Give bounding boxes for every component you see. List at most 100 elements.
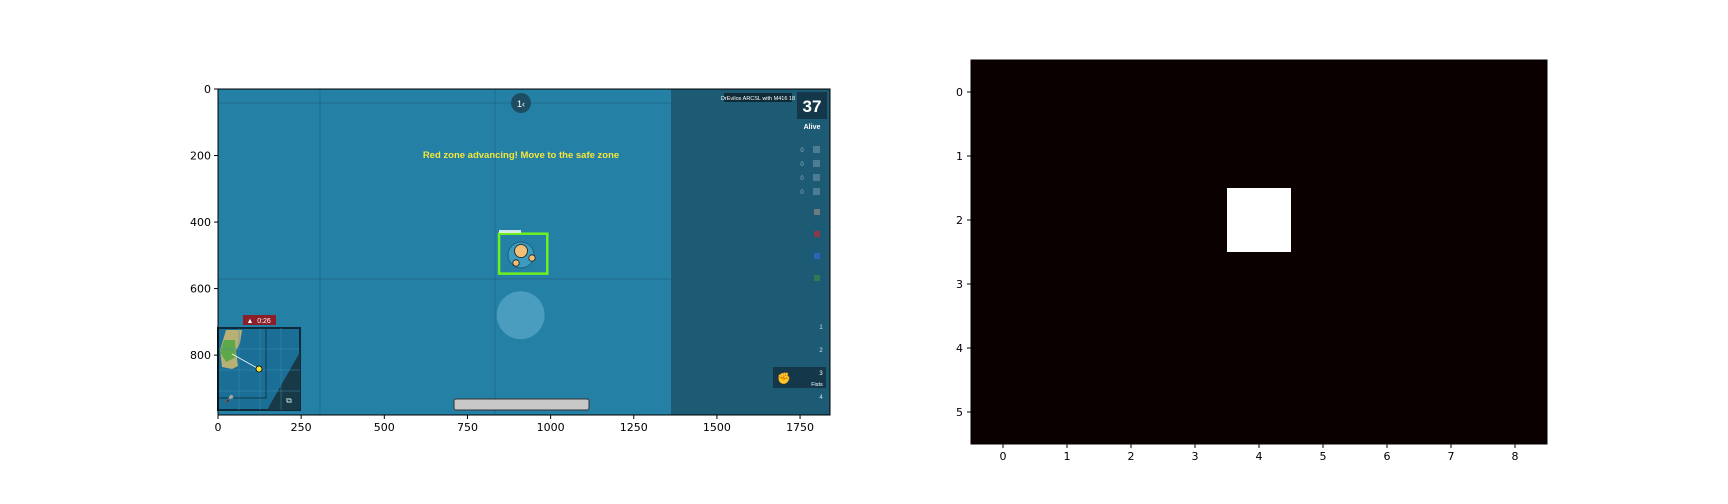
- heatmap-cell: [1355, 188, 1420, 253]
- resource-count: 0: [800, 190, 804, 196]
- fist-icon: ✊: [777, 372, 791, 385]
- heatmap-cell: [1355, 252, 1420, 317]
- screenshot-right-hud-panel: [671, 89, 830, 415]
- right-x-tick-label: 2: [1128, 450, 1135, 463]
- right-x-axis: 0 1 2 3 4 5 6 7 8: [1000, 444, 1519, 463]
- heatmap-cell: [1099, 252, 1164, 317]
- heatmap-cell: [1355, 380, 1420, 445]
- heatmap-cell: [1099, 380, 1164, 445]
- heatmap-cell: [1227, 188, 1292, 253]
- heatmap-cell: [1099, 60, 1164, 125]
- left-x-tick-label: 500: [374, 421, 395, 434]
- heatmap-cell: [971, 60, 1036, 125]
- heatmap-cell: [1483, 380, 1548, 445]
- left-x-tick-label: 750: [457, 421, 478, 434]
- heatmap-cell: [1163, 188, 1228, 253]
- left-y-tick-label: 0: [204, 83, 211, 96]
- right-x-tick-label: 0: [1000, 450, 1007, 463]
- zone-warning-banner: Red zone advancing! Move to the safe zon…: [423, 150, 619, 161]
- heatmap-cell: [1355, 316, 1420, 381]
- heatmap-cell: [1291, 188, 1356, 253]
- player-right-hand: [528, 254, 536, 262]
- left-y-tick-label: 600: [190, 283, 211, 296]
- left-x-tick-label: 0: [215, 421, 222, 434]
- heatmap-panel: [971, 60, 1548, 445]
- right-y-axis: 0 1 2 3 4 5: [956, 86, 971, 419]
- heatmap-cell: [1419, 188, 1484, 253]
- slot-number: 2: [819, 348, 823, 354]
- wood-resource-icon: [813, 146, 820, 153]
- heatmap-cell: [1483, 124, 1548, 189]
- player-body: [514, 244, 528, 258]
- heatmap-cell: [1035, 380, 1100, 445]
- heatmap-cell: [1483, 188, 1548, 253]
- weapon-mode-label: Fists: [811, 382, 823, 388]
- heatmap-cell: [1291, 124, 1356, 189]
- heatmap-cell: [1419, 124, 1484, 189]
- zone-timer-text: 0:26: [257, 318, 271, 325]
- heatmap-cell: [1419, 316, 1484, 381]
- heatmap-cell: [1227, 316, 1292, 381]
- heatmap-cell: [1035, 60, 1100, 125]
- stone-resource-icon: [813, 160, 820, 167]
- heatmap-cell: [1419, 60, 1484, 125]
- right-x-tick-label: 7: [1448, 450, 1455, 463]
- right-y-tick-label: 3: [956, 278, 963, 291]
- blue-item-icon: [814, 253, 820, 259]
- heatmap-cell: [1163, 316, 1228, 381]
- slot-number: 4: [819, 395, 823, 401]
- microphone-icon: 🎤: [224, 394, 234, 404]
- heatmap-cell: [1355, 60, 1420, 125]
- right-x-tick-label: 5: [1320, 450, 1327, 463]
- heatmap-cell: [1483, 316, 1548, 381]
- resource-count: 0: [800, 148, 804, 154]
- alive-label: Alive: [804, 124, 821, 131]
- heatmap-cell: [1355, 124, 1420, 189]
- weapon-slot-active: [773, 367, 826, 388]
- left-y-tick-label: 200: [190, 150, 211, 163]
- kill-feed-background: [724, 93, 792, 102]
- player-name-tag: [499, 230, 521, 233]
- heatmap-cell: [1291, 316, 1356, 381]
- heatmap-cell: [1483, 60, 1548, 125]
- left-x-tick-label: 250: [291, 421, 312, 434]
- minimap-path-line: [231, 353, 260, 370]
- resource-count: 0: [800, 176, 804, 182]
- zone-timer-badge: [243, 315, 276, 325]
- heatmap-cell: [1099, 316, 1164, 381]
- left-x-tick-label: 1500: [703, 421, 731, 434]
- expand-map-icon: ⧉: [286, 396, 292, 405]
- minimap-red-zone: [267, 352, 300, 410]
- gray-item-icon: [814, 209, 820, 215]
- heatmap-cell: [1227, 252, 1292, 317]
- minimap-player-marker: [255, 365, 263, 373]
- right-y-tick-label: 2: [956, 214, 963, 227]
- heatmap-cell: [1099, 124, 1164, 189]
- heatmap-cell: [1483, 252, 1548, 317]
- left-axes-frame: [217, 88, 831, 416]
- heatmap-cell: [1291, 252, 1356, 317]
- metal-resource-icon: [813, 174, 820, 181]
- alive-counter-background: [797, 92, 827, 119]
- player-left-hand: [512, 259, 520, 267]
- heatmap-cell: [1227, 124, 1292, 189]
- left-y-tick-label: 400: [190, 216, 211, 229]
- left-x-tick-label: 1750: [786, 421, 814, 434]
- heatmap-cell: [1163, 252, 1228, 317]
- screenshot-panel: 1‹ Red zone advancing! Move to the safe …: [190, 83, 831, 434]
- heatmap-cell: [971, 188, 1036, 253]
- right-y-tick-label: 4: [956, 342, 963, 355]
- right-x-tick-label: 6: [1384, 450, 1391, 463]
- heatmap-cell: [971, 316, 1036, 381]
- warning-icon: ▲: [247, 318, 254, 325]
- red-item-icon: [814, 231, 820, 237]
- heatmap-cell: [1163, 60, 1228, 125]
- left-x-tick-label: 1250: [620, 421, 648, 434]
- heatmap-cell: [1291, 60, 1356, 125]
- green-item-icon: [814, 275, 820, 281]
- right-y-tick-label: 5: [956, 406, 963, 419]
- slot-number: 3: [819, 371, 823, 377]
- right-x-tick-label: 3: [1192, 450, 1199, 463]
- slot-number: 1: [819, 325, 823, 331]
- minimap-forest: [220, 340, 236, 362]
